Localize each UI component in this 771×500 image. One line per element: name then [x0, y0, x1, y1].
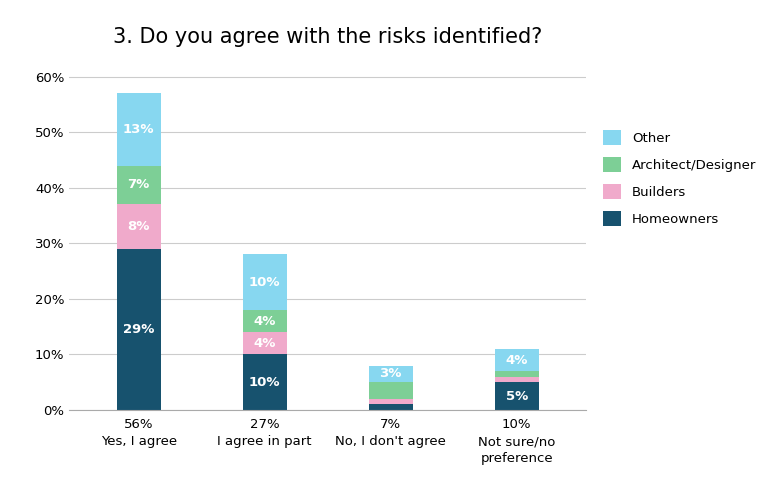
Bar — [116, 204, 160, 249]
Bar — [243, 332, 287, 354]
Text: 4%: 4% — [254, 337, 276, 350]
Text: 3%: 3% — [379, 368, 402, 380]
Bar — [495, 382, 539, 410]
Title: 3. Do you agree with the risks identified?: 3. Do you agree with the risks identifie… — [113, 28, 542, 48]
Bar — [495, 371, 539, 376]
Bar — [116, 94, 160, 166]
Text: 4%: 4% — [254, 314, 276, 328]
Bar — [369, 404, 412, 410]
Text: 5%: 5% — [506, 390, 528, 402]
Bar — [369, 382, 412, 399]
Text: 4%: 4% — [506, 354, 528, 366]
Bar — [369, 399, 412, 404]
Bar — [243, 310, 287, 332]
Text: 10%: 10% — [249, 376, 281, 388]
Legend: Other, Architect/Designer, Builders, Homeowners: Other, Architect/Designer, Builders, Hom… — [603, 130, 756, 226]
Text: 8%: 8% — [127, 220, 150, 233]
Bar — [369, 366, 412, 382]
Text: 10%: 10% — [249, 276, 281, 288]
Bar — [116, 166, 160, 204]
Text: 7%: 7% — [127, 178, 150, 192]
Bar — [116, 249, 160, 410]
Text: 29%: 29% — [123, 323, 154, 336]
Text: 13%: 13% — [123, 123, 154, 136]
Bar — [495, 376, 539, 382]
Bar — [495, 349, 539, 371]
Bar — [243, 354, 287, 410]
Bar — [243, 254, 287, 310]
